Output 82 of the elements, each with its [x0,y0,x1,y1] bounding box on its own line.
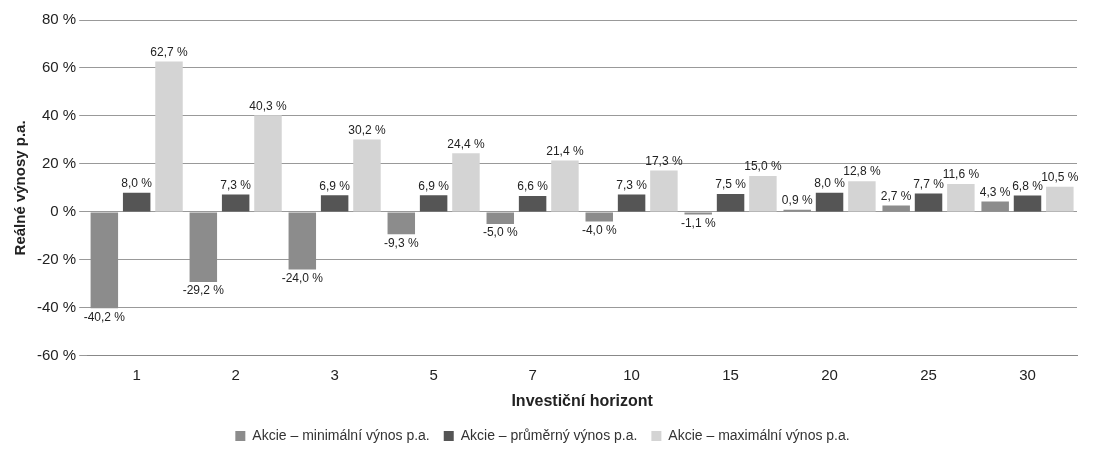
bar [585,212,613,222]
data-label: 12,8 % [843,164,881,179]
data-label: 10,5 % [1041,170,1079,185]
bar [650,170,678,212]
data-label: 8,0 % [814,176,846,191]
data-label: 6,9 % [418,178,450,193]
bar [617,194,646,212]
bar [122,192,151,212]
bar [254,115,282,212]
bar [221,194,250,212]
bar [981,201,1009,212]
bar [914,193,943,212]
bar [189,212,218,282]
x-tick-label: 1 [132,365,141,383]
bar [452,153,480,212]
bar [353,139,381,212]
bar [815,192,844,212]
data-label: 30,2 % [348,122,386,137]
data-label: 8,0 % [121,176,153,191]
bar [882,205,910,212]
bar [947,184,975,212]
x-tick-label: 15 [722,365,739,383]
data-label: 40,3 % [249,98,287,113]
data-label: 2,7 % [880,188,912,203]
legend-label: Akcie – průměrný výnos p.a. [460,426,638,443]
bar [1046,186,1074,212]
bar [419,195,448,212]
y-tick-label: -20 % [37,250,77,267]
legend-label: Akcie – maximální výnos p.a. [668,426,850,443]
x-tick-label: 30 [1019,365,1036,383]
bar [848,181,876,212]
data-label: 7,3 % [220,177,252,192]
y-tick-label: 40 % [41,106,77,124]
data-label: 11,6 % [942,167,980,182]
y-tick-label: -40 % [37,297,77,315]
data-label: -5,0 % [482,225,518,240]
data-label: 6,8 % [1012,178,1044,193]
data-label: 24,4 % [447,136,485,151]
bar [90,212,119,309]
x-tick-label: 25 [920,365,937,383]
data-label: 7,3 % [616,177,648,192]
data-label: 0,9 % [781,193,813,208]
bar [155,61,183,212]
data-label: 6,6 % [517,179,549,194]
bar [551,160,579,212]
bar [749,175,777,212]
data-label: 7,5 % [715,177,747,192]
data-label: 21,4 % [546,143,584,158]
data-label: -29,2 % [182,283,225,298]
data-label: 6,9 % [319,178,351,193]
data-label: -9,3 % [383,235,419,250]
x-axis-title: Investiční horizont [511,391,654,409]
x-tick-label: 10 [623,365,640,383]
x-tick-label: 5 [429,365,438,383]
data-label: -4,0 % [581,222,617,237]
x-tick-label: 20 [821,365,838,383]
y-tick-label: 0 % [50,202,77,220]
y-tick-label: 20 % [41,154,77,172]
y-axis-title: Reálné výnosy p.a. [11,120,29,256]
y-tick-label: 60 % [41,58,77,76]
bar [716,193,745,212]
y-tick-label: 80 % [41,10,77,28]
bar [684,212,712,215]
x-tick-label: 2 [231,365,240,383]
bar [486,212,515,224]
data-label: 17,3 % [645,153,683,168]
data-label: 15,0 % [744,159,782,174]
data-label: 4,3 % [979,184,1011,199]
bar [387,212,416,235]
y-tick-label: -60 % [37,345,77,363]
data-label: -1,1 % [680,215,716,230]
data-label: -40,2 % [83,309,126,324]
bar [320,195,349,212]
data-label: 62,7 % [150,44,189,59]
bar [288,212,317,270]
bar [518,196,547,212]
x-tick-label: 3 [330,365,339,383]
x-tick-label: 7 [528,365,537,383]
bar [1013,195,1042,212]
legend-label: Akcie – minimální výnos p.a. [252,426,430,443]
data-label: -24,0 % [281,270,324,285]
data-label: 7,7 % [913,176,945,191]
